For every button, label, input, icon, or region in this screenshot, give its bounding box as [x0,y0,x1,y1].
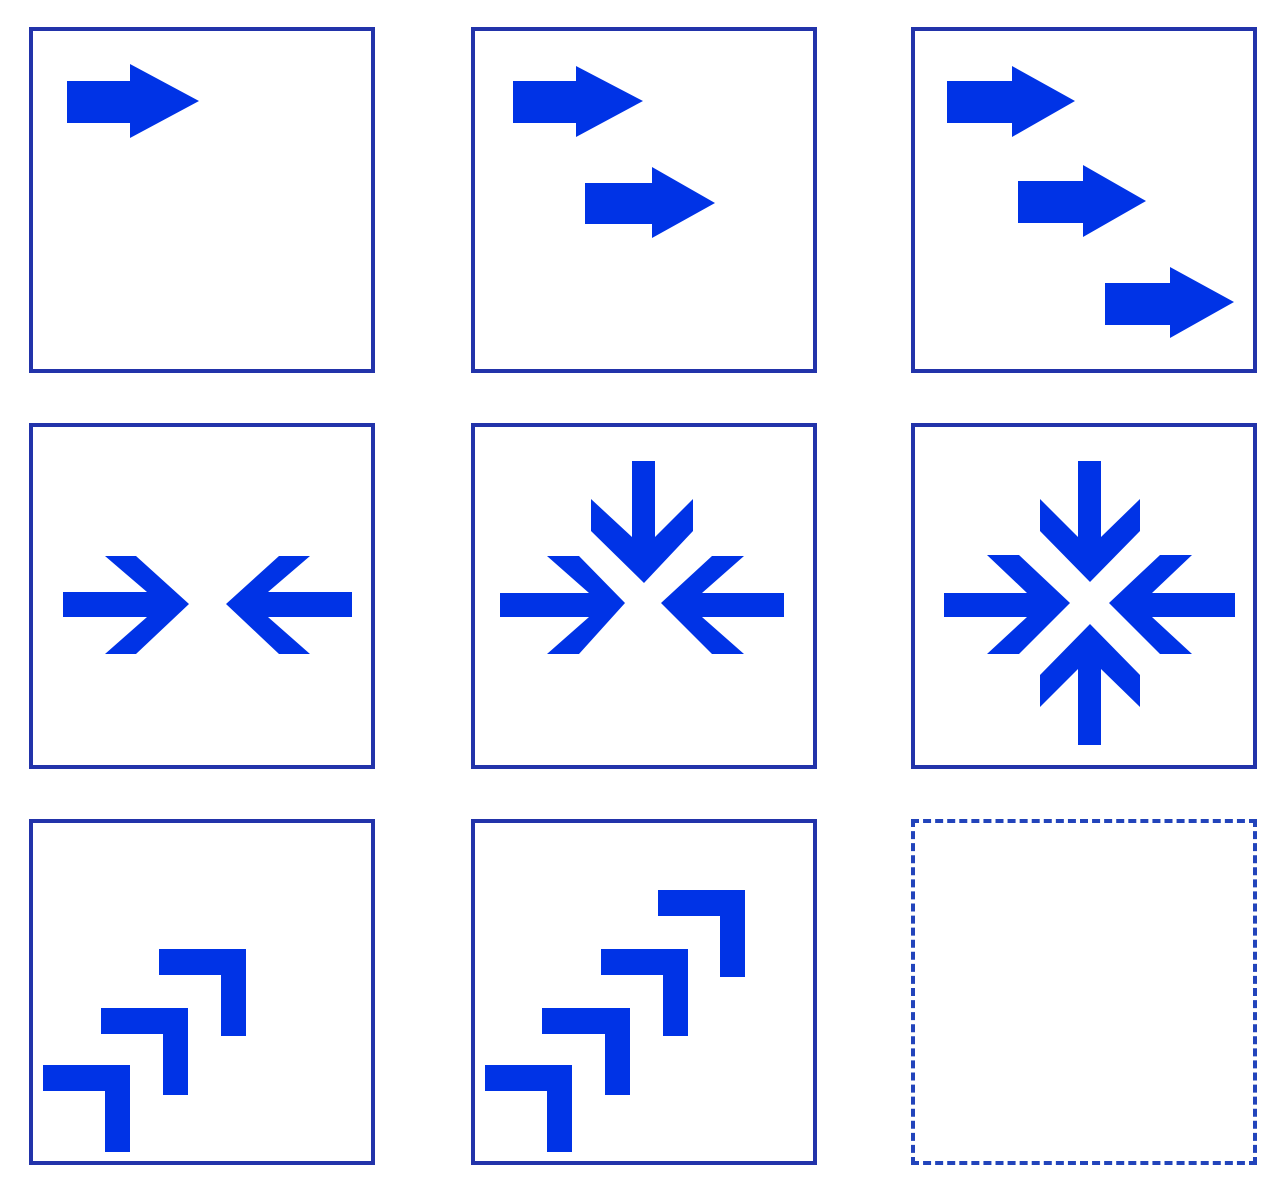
cell-row1-col2 [471,27,817,373]
cell-figure [500,461,784,654]
cell-figure [947,66,1234,338]
cell-figure [67,64,199,138]
chevron-up-right-icon [159,949,246,1036]
arrow-from-left-icon [63,556,189,654]
cell-row3-col2 [471,819,817,1165]
arrow-from-bottom-icon [1040,624,1140,745]
right-arrow-icon [585,167,715,238]
arrow-from-left-icon [500,556,625,654]
cell-row2-col1 [29,423,375,769]
chevron-up-right-icon [43,1065,130,1152]
right-arrow-icon [947,66,1075,137]
arrow-from-top-icon [1040,461,1140,582]
cell-figure [485,890,745,1152]
arrow-from-right-icon [661,556,784,654]
right-arrow-icon [1018,165,1146,237]
right-arrow-icon [513,66,643,137]
chevron-up-right-icon [101,1008,188,1095]
cell-row2-col2 [471,423,817,769]
cell-row1-col1 [29,27,375,373]
arrow-from-left-icon [944,555,1070,654]
arrow-from-top-icon [591,461,693,583]
answer-placeholder[interactable] [911,819,1257,1165]
chevron-up-right-icon [542,1008,630,1095]
arrow-from-right-icon [226,556,352,654]
cell-figure [513,66,715,238]
chevron-up-right-icon [485,1065,572,1152]
chevron-up-right-icon [601,949,688,1036]
arrow-from-right-icon [1109,555,1235,654]
cell-row3-col1 [29,819,375,1165]
cell-figure [944,461,1235,745]
cell-row2-col3 [911,423,1257,769]
cell-figure [63,556,352,654]
cell-row1-col3 [911,27,1257,373]
right-arrow-icon [67,64,199,138]
cell-figure [43,949,246,1152]
right-arrow-icon [1105,267,1234,338]
chevron-up-right-icon [658,890,745,977]
